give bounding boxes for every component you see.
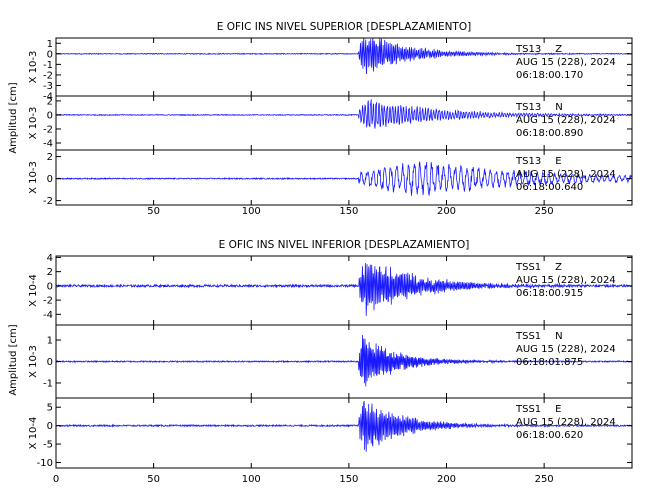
component-name: E — [555, 404, 561, 415]
station-component-label: TS13 N — [515, 102, 563, 113]
chart-title: E OFIC INS NIVEL INFERIOR [DESPLAZAMIENT… — [219, 239, 470, 251]
station-component-label: TSS1 Z — [515, 262, 562, 273]
y-tick-label: -2 — [43, 196, 53, 207]
y-tick-label: -10 — [37, 458, 53, 469]
scale-label: X 10-3 — [28, 161, 39, 194]
date-label: AUG 15 (228), 2024 — [516, 275, 616, 286]
y-tick-label: -3 — [43, 81, 53, 92]
component-name: E — [555, 156, 561, 167]
station-component-label: TSS1 E — [515, 404, 562, 415]
panel-frame — [55, 149, 633, 206]
y-tick-label: -4 — [43, 310, 53, 321]
station-name: TS13 — [515, 156, 541, 167]
time-label: 06:18:00.170 — [516, 70, 583, 81]
x-tick-label: 50 — [147, 474, 160, 485]
y-tick-label: -4 — [43, 92, 53, 103]
x-tick-label: 50 — [147, 206, 160, 217]
date-label: AUG 15 (228), 2024 — [516, 115, 616, 126]
y-tick-label: 2 — [47, 152, 53, 163]
time-label: 06:18:00.890 — [516, 128, 583, 139]
chart-title: E OFIC INS NIVEL SUPERIOR [DESPLAZAMIENT… — [217, 21, 471, 33]
station-name: TSS1 — [515, 331, 541, 342]
date-label: AUG 15 (228), 2024 — [516, 57, 616, 68]
x-tick-label: 200 — [437, 474, 456, 485]
trace-panel-tss1-e: 5 0 -5 -10 X 10-4 TSS1 E AUG 15 (228), 2024 06:1… — [28, 397, 633, 469]
x-tick-label: 100 — [242, 474, 261, 485]
y-tick-label: 0 — [47, 421, 53, 432]
date-label: AUG 15 (228), 2024 — [516, 344, 616, 355]
y-tick-label: 1 — [47, 39, 53, 50]
x-tick-label: 150 — [339, 206, 358, 217]
x-tick-label: 0 — [53, 474, 59, 485]
y-tick-label: 2 — [47, 267, 53, 278]
y-tick-label: -2 — [43, 124, 53, 135]
y-tick-label: 0 — [47, 174, 53, 185]
time-label: 06:18:00.640 — [516, 182, 583, 193]
time-label: 06:18:00.915 — [516, 288, 583, 299]
trace-panel-tss1-z: 4 2 0 -2 -4 X 10-4 TSS1 Z AUG 15 (228), 2024 06:1… — [28, 253, 633, 326]
component-name: N — [555, 102, 562, 113]
y-tick-label: 1 — [47, 336, 53, 347]
panel-frame — [55, 397, 633, 469]
station-name: TSS1 — [515, 404, 541, 415]
station-component-label: TSS1 N — [515, 331, 563, 342]
scale-label: X 10-4 — [28, 417, 39, 450]
station-component-label: TS13 Z — [515, 44, 562, 55]
waveform-line — [56, 334, 632, 387]
component-name: N — [555, 331, 562, 342]
trace-panel-ts13-z: 10-1-2-3-4 X 10-3 TS13 Z AUG 15 (228), 2024 0… — [28, 37, 633, 103]
y-tick-label: 4 — [47, 253, 53, 264]
date-label: AUG 15 (228), 2024 — [516, 169, 616, 180]
y-tick-label: -1 — [43, 60, 53, 71]
y-tick-label: 5 — [47, 403, 53, 414]
y-tick-label: -5 — [43, 440, 53, 451]
y-tick-label: -2 — [43, 296, 53, 307]
y-tick-label: -2 — [43, 70, 53, 81]
scale-label: X 10-4 — [28, 274, 39, 307]
waveform-line — [56, 161, 632, 196]
waveform-line — [56, 262, 632, 316]
waveform-line — [56, 99, 632, 129]
station-name: TS13 — [515, 102, 541, 113]
time-label: 06:18:01.875 — [516, 357, 583, 368]
trace-panel-tss1-n: 1 0 -1 X 10-3 TSS1 N AUG 15 (228), 2024 06:18:0… — [28, 324, 633, 399]
y-axis-label: Amplitud [cm] — [8, 324, 19, 395]
y-tick-label: 2 — [47, 96, 53, 107]
y-tick-label: 0 — [47, 110, 53, 121]
waveform-line — [56, 38, 632, 75]
component-name: Z — [555, 262, 562, 273]
station-name: TSS1 — [515, 262, 541, 273]
time-label: 06:18:00.620 — [516, 430, 583, 441]
x-tick-label: 200 — [437, 206, 456, 217]
x-tick-label: 150 — [339, 474, 358, 485]
y-axis-label: Amplitud [cm] — [8, 82, 19, 153]
y-tick-label: 0 — [47, 281, 53, 292]
y-tick-label: -1 — [43, 378, 53, 389]
trace-panel-ts13-n: 2 0 -2 -4 X 10-3 TS13 N AUG 15 (228), 2024 06:18… — [28, 95, 633, 151]
date-label: AUG 15 (228), 2024 — [516, 417, 616, 428]
y-tick-label: 0 — [47, 357, 53, 368]
scale-label: X 10-3 — [28, 107, 39, 140]
station-name: TS13 — [515, 44, 541, 55]
trace-panel-ts13-e: 2 0 -2 X 10-3 TS13 E AUG 15 (228), 2024 06:18:0… — [28, 149, 633, 207]
station-component-label: TS13 E — [515, 156, 562, 167]
x-tick-label: 250 — [535, 474, 554, 485]
component-name: Z — [555, 44, 562, 55]
waveform-line — [56, 400, 632, 452]
scale-label: X 10-3 — [28, 51, 39, 84]
x-tick-label: 100 — [242, 206, 261, 217]
y-tick-label: -4 — [43, 138, 53, 149]
x-tick-label: 250 — [535, 206, 554, 217]
scale-label: X 10-3 — [28, 345, 39, 378]
y-tick-label: 0 — [47, 49, 53, 60]
